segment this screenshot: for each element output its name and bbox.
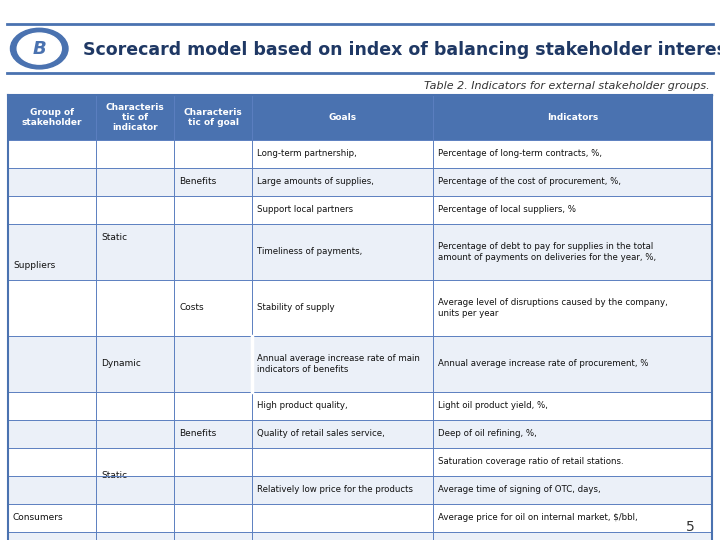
Circle shape: [11, 28, 68, 69]
Text: Static: Static: [101, 471, 127, 481]
Text: Large amounts of supplies,: Large amounts of supplies,: [258, 178, 374, 186]
Text: Percentage of local suppliers, %: Percentage of local suppliers, %: [438, 206, 576, 214]
Text: Scorecard model based on index of balancing stakeholder interests: Scorecard model based on index of balanc…: [83, 40, 720, 59]
Text: Percentage of the cost of procurement, %,: Percentage of the cost of procurement, %…: [438, 178, 621, 186]
Text: High product quality,: High product quality,: [258, 402, 348, 410]
Text: Suppliers: Suppliers: [13, 261, 55, 271]
Text: Quality of retail sales service,: Quality of retail sales service,: [258, 429, 385, 438]
Text: Costs: Costs: [179, 303, 204, 313]
Circle shape: [17, 33, 61, 64]
Text: Consumers: Consumers: [13, 514, 63, 523]
Text: Support local partners: Support local partners: [258, 206, 354, 214]
Text: Annual average increase rate of procurement, %: Annual average increase rate of procurem…: [438, 360, 649, 368]
Text: Stability of supply: Stability of supply: [258, 303, 335, 313]
Text: Saturation coverage ratio of retail stations.: Saturation coverage ratio of retail stat…: [438, 457, 624, 467]
Text: B: B: [32, 39, 46, 58]
Text: Benefits: Benefits: [179, 429, 217, 438]
Text: Light oil product yield, %,: Light oil product yield, %,: [438, 402, 548, 410]
Text: Goals: Goals: [329, 113, 357, 122]
Text: Static: Static: [101, 233, 127, 242]
Text: Table 2. Indicators for external stakeholder groups.: Table 2. Indicators for external stakeho…: [423, 82, 709, 91]
Text: Dynamic: Dynamic: [101, 360, 141, 368]
Text: Characteris
tic of
indicator: Characteris tic of indicator: [106, 103, 164, 132]
Text: Group of
stakeholder: Group of stakeholder: [22, 108, 82, 127]
Text: Deep of oil refining, %,: Deep of oil refining, %,: [438, 429, 537, 438]
Text: Indicators: Indicators: [547, 113, 598, 122]
Text: Annual average increase rate of main
indicators of benefits: Annual average increase rate of main ind…: [258, 354, 420, 374]
Text: Percentage of debt to pay for supplies in the total
amount of payments on delive: Percentage of debt to pay for supplies i…: [438, 242, 657, 262]
Text: Relatively low price for the products: Relatively low price for the products: [258, 485, 413, 495]
Text: Average time of signing of OTC, days,: Average time of signing of OTC, days,: [438, 485, 601, 495]
Text: Characteris
tic of goal: Characteris tic of goal: [184, 108, 243, 127]
Text: Benefits: Benefits: [179, 178, 217, 186]
Text: Percentage of long-term contracts, %,: Percentage of long-term contracts, %,: [438, 150, 603, 159]
Text: Average price for oil on internal market, $/bbl,: Average price for oil on internal market…: [438, 514, 638, 523]
Text: 5: 5: [686, 519, 695, 534]
Text: Average level of disruptions caused by the company,
units per year: Average level of disruptions caused by t…: [438, 298, 668, 318]
Text: Long-term partnership,: Long-term partnership,: [258, 150, 357, 159]
Text: Timeliness of payments,: Timeliness of payments,: [258, 247, 363, 256]
